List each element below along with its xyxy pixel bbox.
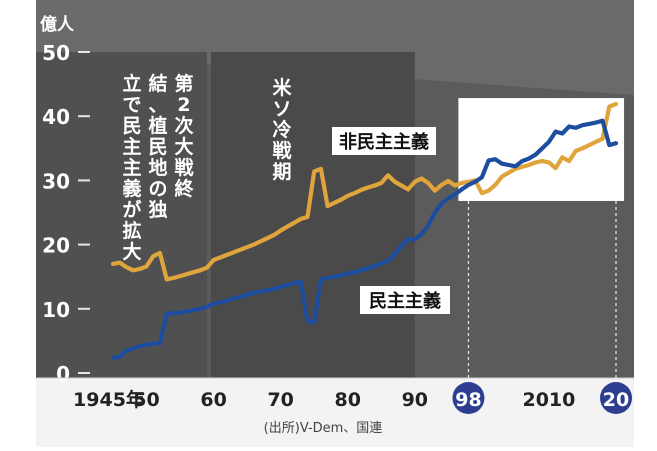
series-label-2: 民主主義 (369, 290, 441, 312)
x-tick-label: 2010 (522, 389, 575, 411)
cold-war-annotation: 米ソ冷戦期 (272, 76, 292, 183)
x-tick-highlight (600, 382, 632, 414)
axis-band (36, 378, 634, 447)
series-label-1: 非民主主義 (339, 131, 429, 153)
series-line-1 (110, 101, 619, 282)
series-line-2 (110, 118, 619, 360)
x-tick-label: 50 (133, 389, 159, 411)
y-tick-label: 40 (42, 105, 70, 129)
y-tick-label: 20 (42, 234, 70, 258)
y-tick-label: 50 (42, 41, 70, 65)
wwii-annotation-col-3: 立で民主主義が拡大 (122, 72, 141, 263)
x-tick-label: 80 (335, 389, 361, 411)
y-tick-label: 30 (42, 169, 70, 193)
x-tick-label: 60 (200, 389, 226, 411)
wwii-band (36, 52, 207, 378)
x-tick-label: 98 (455, 389, 481, 411)
x-tick-highlight (452, 382, 485, 414)
x-tick-label: 70 (267, 389, 293, 411)
x-tick-label: 20 (603, 389, 629, 411)
y-tick-label: 0 (56, 362, 70, 386)
y-tick-label: 10 (42, 298, 70, 322)
cold-war-band (210, 52, 415, 378)
wwii-annotation-col-2: 結、植民地の独 (148, 72, 167, 221)
y-unit-label: 億人 (40, 14, 75, 35)
top-wedge (36, 0, 634, 95)
wwii-annotation-col-1: 第 2 次大戦終 (174, 72, 194, 200)
source-note: (出所)V-Dem、国連 (264, 421, 383, 436)
series-label-1-box (332, 127, 436, 155)
series-label-2-box (360, 286, 450, 314)
x-tick-label: 1945年 (73, 388, 145, 411)
x-tick-label: 90 (402, 389, 428, 411)
